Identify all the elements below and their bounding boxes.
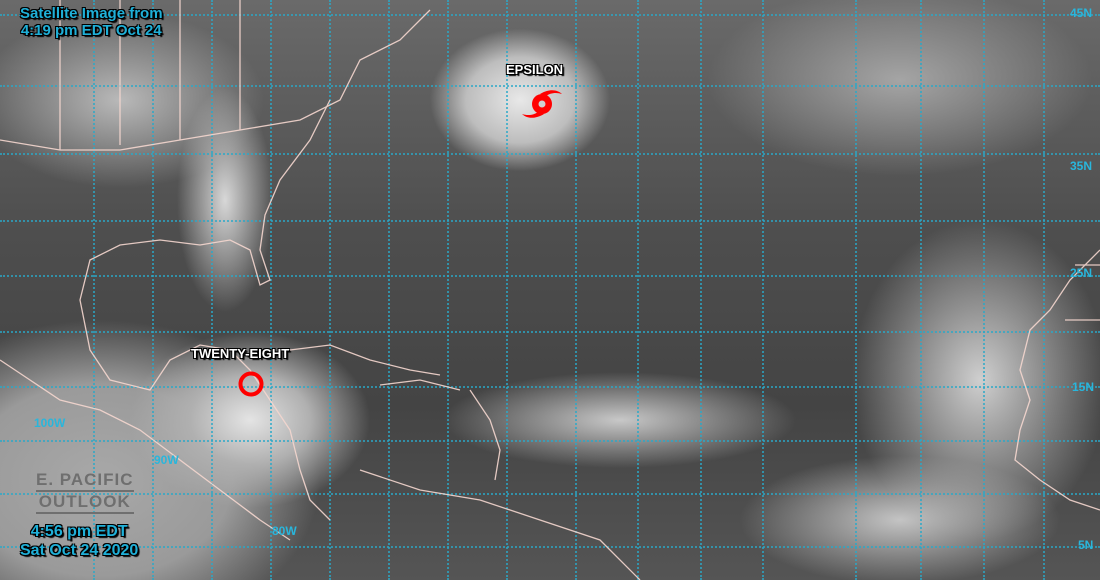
grid-line [0,220,1100,222]
grid-line [1043,0,1045,580]
grid-line [920,0,922,580]
hurricane-icon[interactable] [522,84,562,124]
lat-label: 35N [1070,159,1093,173]
grid-line [983,0,985,580]
caption-line: 4:56 pm EDT [30,523,128,540]
storm-label-twenty-eight[interactable]: TWENTY-EIGHT [191,346,290,361]
grid-line [0,153,1100,155]
lon-label: 90W [154,453,179,467]
grid-line [152,0,154,580]
lat-label: 25N [1070,266,1093,280]
caption-line: 4:19 pm EDT Oct 24 [20,22,162,39]
grid-line [329,0,331,580]
grid-line [762,0,764,580]
grid-line [0,546,1100,548]
outlook-line: E. PACIFIC [36,470,134,492]
grid-line [0,331,1100,333]
image-time-caption: Satellite Image from 4:19 pm EDT Oct 24 [20,5,163,39]
outlook-line: OUTLOOK [36,492,134,514]
grid-line [388,0,390,580]
lat-label: 15N [1072,380,1095,394]
caption-line: Sat Oct 24 2020 [20,542,139,559]
lat-label: 5N [1078,538,1094,552]
lon-label: 80W [272,524,297,538]
caption-line: Satellite Image from [20,5,163,22]
grid-line [855,0,857,580]
issued-time-caption: 4:56 pm EDT Sat Oct 24 2020 [20,522,138,560]
grid-line [0,85,1100,87]
storm-label-epsilon[interactable]: EPSILON [506,62,564,77]
grid-line [0,14,1100,16]
grid-line [0,386,1100,388]
grid-line [211,0,213,580]
grid-line [270,0,272,580]
grid-line [93,0,95,580]
grid-line [447,0,449,580]
e-pacific-outlook-link[interactable]: E. PACIFIC OUTLOOK [36,470,134,514]
grid-line [0,493,1100,495]
grid-line [0,440,1100,442]
depression-circle-icon[interactable] [236,370,266,398]
grid-line [0,275,1100,277]
grid-line [575,0,577,580]
lon-label: 100W [34,416,66,430]
grid-line [506,0,508,580]
grid-line [700,0,702,580]
lat-label: 45N [1070,6,1093,20]
grid-line [637,0,639,580]
